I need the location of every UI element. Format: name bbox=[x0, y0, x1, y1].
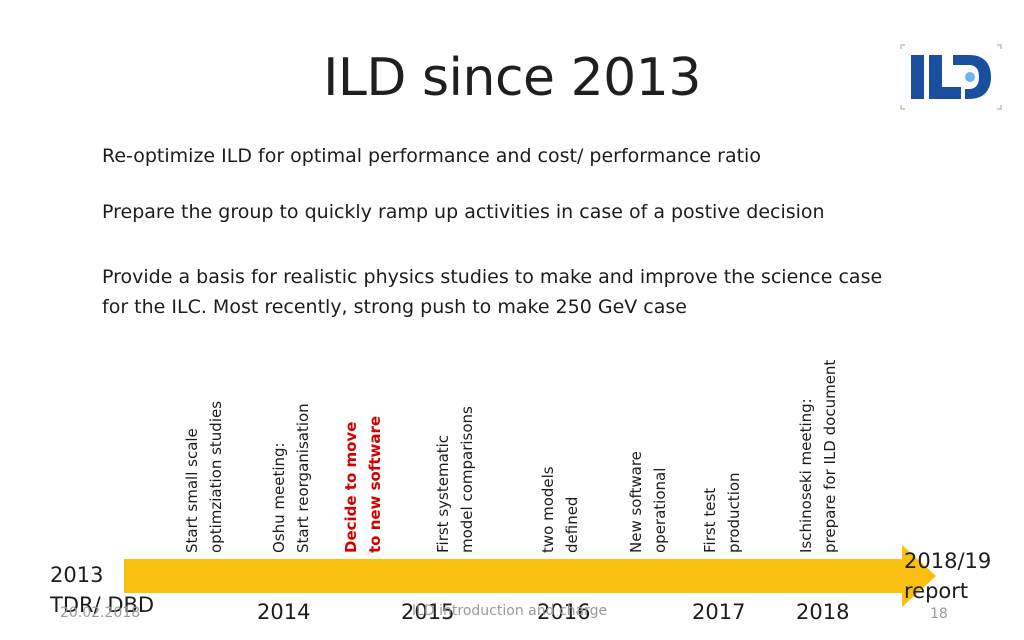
milestone-label: Oshu meeting: Start reorganisation bbox=[267, 403, 315, 553]
bullet-prepare-group: Prepare the group to quickly ramp up act… bbox=[102, 201, 825, 223]
milestone-line: Decide to move bbox=[342, 421, 360, 553]
year-label: 2014 bbox=[257, 600, 311, 624]
milestone-line: First systematic bbox=[434, 434, 452, 553]
milestone-line: Start reorganisation bbox=[294, 403, 312, 553]
milestone-line: model comparisons bbox=[458, 406, 476, 553]
milestone-line: First test bbox=[701, 487, 719, 553]
milestone-label: New software operational bbox=[624, 451, 672, 553]
milestone-label: Ischinoseki meeting: prepare for ILD doc… bbox=[794, 360, 842, 553]
milestone-label: two models defined bbox=[536, 466, 584, 553]
timeline-end-label: report bbox=[904, 579, 969, 603]
milestone-line: optimziation studies bbox=[207, 400, 225, 553]
year-label: 2018 bbox=[796, 600, 850, 624]
milestone-line: Ischinoseki meeting: bbox=[797, 398, 815, 553]
milestone-line: Oshu meeting: bbox=[270, 442, 288, 553]
year-label: 2015 bbox=[401, 600, 455, 624]
milestone-label: Start small scale optimziation studies bbox=[180, 401, 228, 553]
milestone-line: operational bbox=[651, 467, 669, 553]
milestone-line: Start small scale bbox=[183, 428, 201, 553]
milestone-line: defined bbox=[563, 496, 581, 553]
ild-logo bbox=[900, 44, 1002, 110]
timeline-start-year: 2013 bbox=[50, 563, 104, 587]
footer-center-text: ILD introduction and charge bbox=[412, 603, 608, 619]
milestone-line: two models bbox=[539, 466, 557, 553]
milestone-line: to new software bbox=[366, 415, 384, 553]
year-label: 2016 bbox=[537, 600, 591, 624]
bullet-physics-studies: Provide a basis for realistic physics st… bbox=[102, 266, 883, 318]
milestone-label: First systematic model comparisons bbox=[431, 406, 479, 553]
milestone-line: New software bbox=[627, 451, 645, 553]
bullet-reoptimize: Re-optimize ILD for optimal performance … bbox=[102, 145, 761, 167]
timeline-start-label: TDR/ DBD bbox=[50, 593, 155, 617]
timeline-start: 2013 TDR/ DBD bbox=[50, 560, 154, 620]
milestone-label-highlight: Decide to move to new software bbox=[339, 416, 387, 553]
timeline-end: 2018/19 report bbox=[904, 546, 991, 606]
timeline-arrow bbox=[124, 545, 936, 607]
timeline-end-year: 2018/19 bbox=[904, 549, 992, 573]
page-number: 18 bbox=[930, 606, 948, 622]
slide-title: ILD since 2013 bbox=[323, 48, 701, 108]
milestone-label: First test production bbox=[698, 472, 746, 553]
footer-date: 20.02.2018 bbox=[60, 605, 141, 621]
milestone-line: prepare for ILD document bbox=[821, 359, 839, 553]
milestone-line: production bbox=[725, 472, 743, 553]
year-label: 2017 bbox=[692, 600, 746, 624]
